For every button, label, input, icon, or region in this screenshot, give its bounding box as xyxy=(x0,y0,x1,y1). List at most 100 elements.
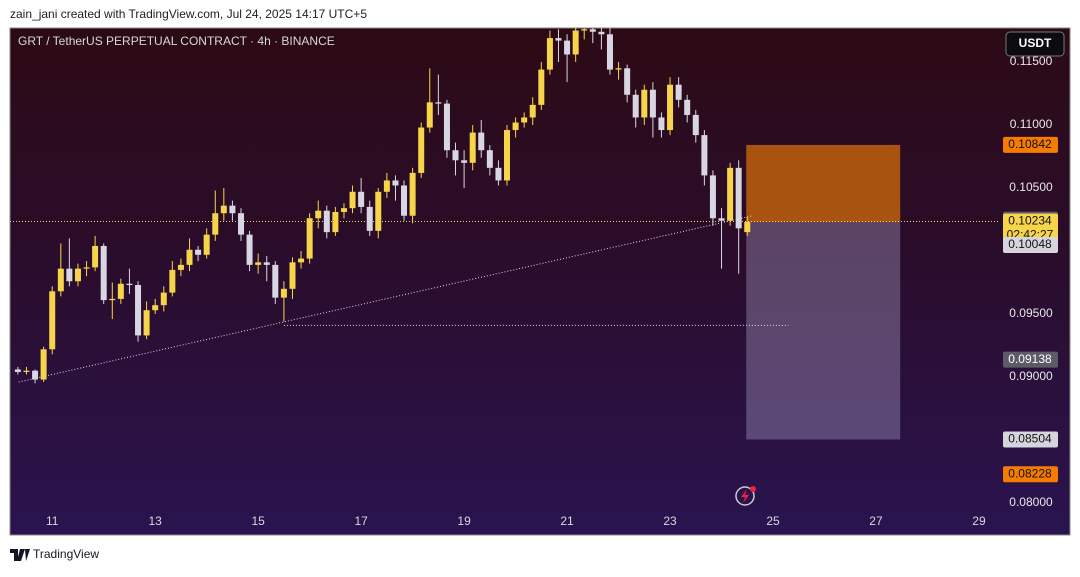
candle-body xyxy=(606,34,613,70)
chart-frame xyxy=(9,27,1071,536)
plot: 11 13 15 17 19 21 23 25 27 29 0.11500 0.11000 0.1050… xyxy=(10,28,1053,528)
candle-body xyxy=(641,89,648,118)
candle-body xyxy=(66,268,73,282)
candle-body xyxy=(426,102,433,128)
x-tick-label: 15 xyxy=(251,514,265,528)
candle-body xyxy=(315,210,322,219)
candle-body xyxy=(366,206,373,231)
candle-body xyxy=(40,349,47,380)
candle-body xyxy=(83,267,90,269)
candle-body xyxy=(684,99,691,115)
candle-body xyxy=(435,102,442,104)
alert-icon[interactable] xyxy=(735,486,756,506)
candle-body xyxy=(564,40,571,55)
chart-title: GRT / TetherUS PERPETUAL CONTRACT · 4h ·… xyxy=(18,34,335,48)
candle-body xyxy=(538,69,545,105)
candle-body xyxy=(598,31,605,35)
candle-body xyxy=(109,298,116,301)
candle-body xyxy=(32,370,39,380)
y-tick-label: 0.09000 xyxy=(1009,369,1053,383)
candle-body xyxy=(220,205,227,214)
candle-body xyxy=(340,208,347,212)
candle-body xyxy=(92,245,99,268)
candle-body xyxy=(375,191,382,231)
candle-body xyxy=(100,245,107,301)
candle-body xyxy=(289,262,296,289)
candle-body xyxy=(589,29,596,32)
candle-body xyxy=(649,89,656,118)
y-tick-label: 0.09500 xyxy=(1009,306,1053,320)
position-stop-zone xyxy=(746,144,901,223)
candle-body xyxy=(238,213,245,235)
candle-body xyxy=(632,94,639,118)
x-tick-label: 21 xyxy=(560,514,574,528)
candle-body xyxy=(255,262,262,265)
candle-body xyxy=(581,29,588,31)
candle-body xyxy=(57,268,64,292)
candle-body xyxy=(461,160,468,163)
candle-body xyxy=(23,370,30,372)
candle-body xyxy=(49,291,56,350)
y-tick-label: 0.10500 xyxy=(1009,180,1053,194)
candle-body xyxy=(744,222,751,233)
candle-body xyxy=(203,234,210,255)
y-tick-label: 0.11500 xyxy=(1010,54,1053,68)
x-tick-label: 23 xyxy=(663,514,677,528)
price-label: 0.09138 xyxy=(1008,352,1052,366)
candle-body xyxy=(177,264,184,270)
price-label-box xyxy=(1003,236,1058,253)
candle-body xyxy=(409,172,416,216)
candle-body xyxy=(615,68,622,70)
candle-body xyxy=(392,180,399,186)
candle-body xyxy=(169,269,176,293)
candle-body xyxy=(332,211,339,233)
x-tick-label: 17 xyxy=(354,514,368,528)
candle-body xyxy=(143,310,150,336)
x-tick-label: 19 xyxy=(457,514,471,528)
candle-body xyxy=(117,283,124,299)
candle-body xyxy=(735,167,742,229)
y-tick-label: 0.08000 xyxy=(1009,495,1053,509)
candle-body xyxy=(401,185,408,216)
footer-text: TradingView xyxy=(33,547,99,561)
x-tick-label: 27 xyxy=(869,514,883,528)
price-label-box xyxy=(1003,351,1058,368)
candle-body xyxy=(667,84,674,131)
currency-button[interactable] xyxy=(1005,31,1065,57)
candle-body xyxy=(521,117,528,123)
candle-body xyxy=(727,167,734,221)
candle-body xyxy=(152,305,159,311)
price-label: 0.10048 xyxy=(1008,237,1052,251)
candle-body xyxy=(692,114,699,136)
candle-body xyxy=(624,68,631,95)
candle-body xyxy=(135,285,142,336)
caption: zain_jani created with TradingView.com, … xyxy=(10,7,367,21)
candle-body xyxy=(546,38,553,70)
footer-logo: TradingView xyxy=(10,547,99,561)
y-tick-label: 0.11000 xyxy=(1010,117,1053,131)
candle-body xyxy=(195,249,202,255)
candle-body xyxy=(469,132,476,163)
candle-body xyxy=(503,130,510,181)
price-label-box xyxy=(1003,136,1058,153)
price-label-box xyxy=(1003,466,1058,483)
candle-body xyxy=(280,288,287,298)
candle-body xyxy=(306,218,313,259)
currency-label[interactable]: USDT xyxy=(1019,36,1052,50)
candle-body xyxy=(495,167,502,181)
position-target-zone xyxy=(746,222,901,440)
candle-body xyxy=(358,191,365,207)
price-label-box xyxy=(1003,213,1058,244)
x-tick-label: 25 xyxy=(766,514,780,528)
x-tick-label: 29 xyxy=(972,514,986,528)
candle-body xyxy=(529,104,536,118)
candle-body xyxy=(272,264,279,298)
x-tick-label: 13 xyxy=(149,514,163,528)
candle-body xyxy=(263,262,270,265)
candle-body xyxy=(452,150,459,161)
price-label: 0.08504 xyxy=(1008,432,1052,446)
candle-body xyxy=(478,132,485,151)
candle-body xyxy=(383,180,390,192)
candle-body xyxy=(709,175,716,219)
